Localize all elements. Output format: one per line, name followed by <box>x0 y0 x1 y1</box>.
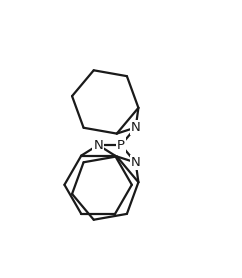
Text: N: N <box>131 156 141 169</box>
Text: N: N <box>131 121 141 134</box>
Text: N: N <box>93 138 103 152</box>
Text: P: P <box>117 138 125 152</box>
